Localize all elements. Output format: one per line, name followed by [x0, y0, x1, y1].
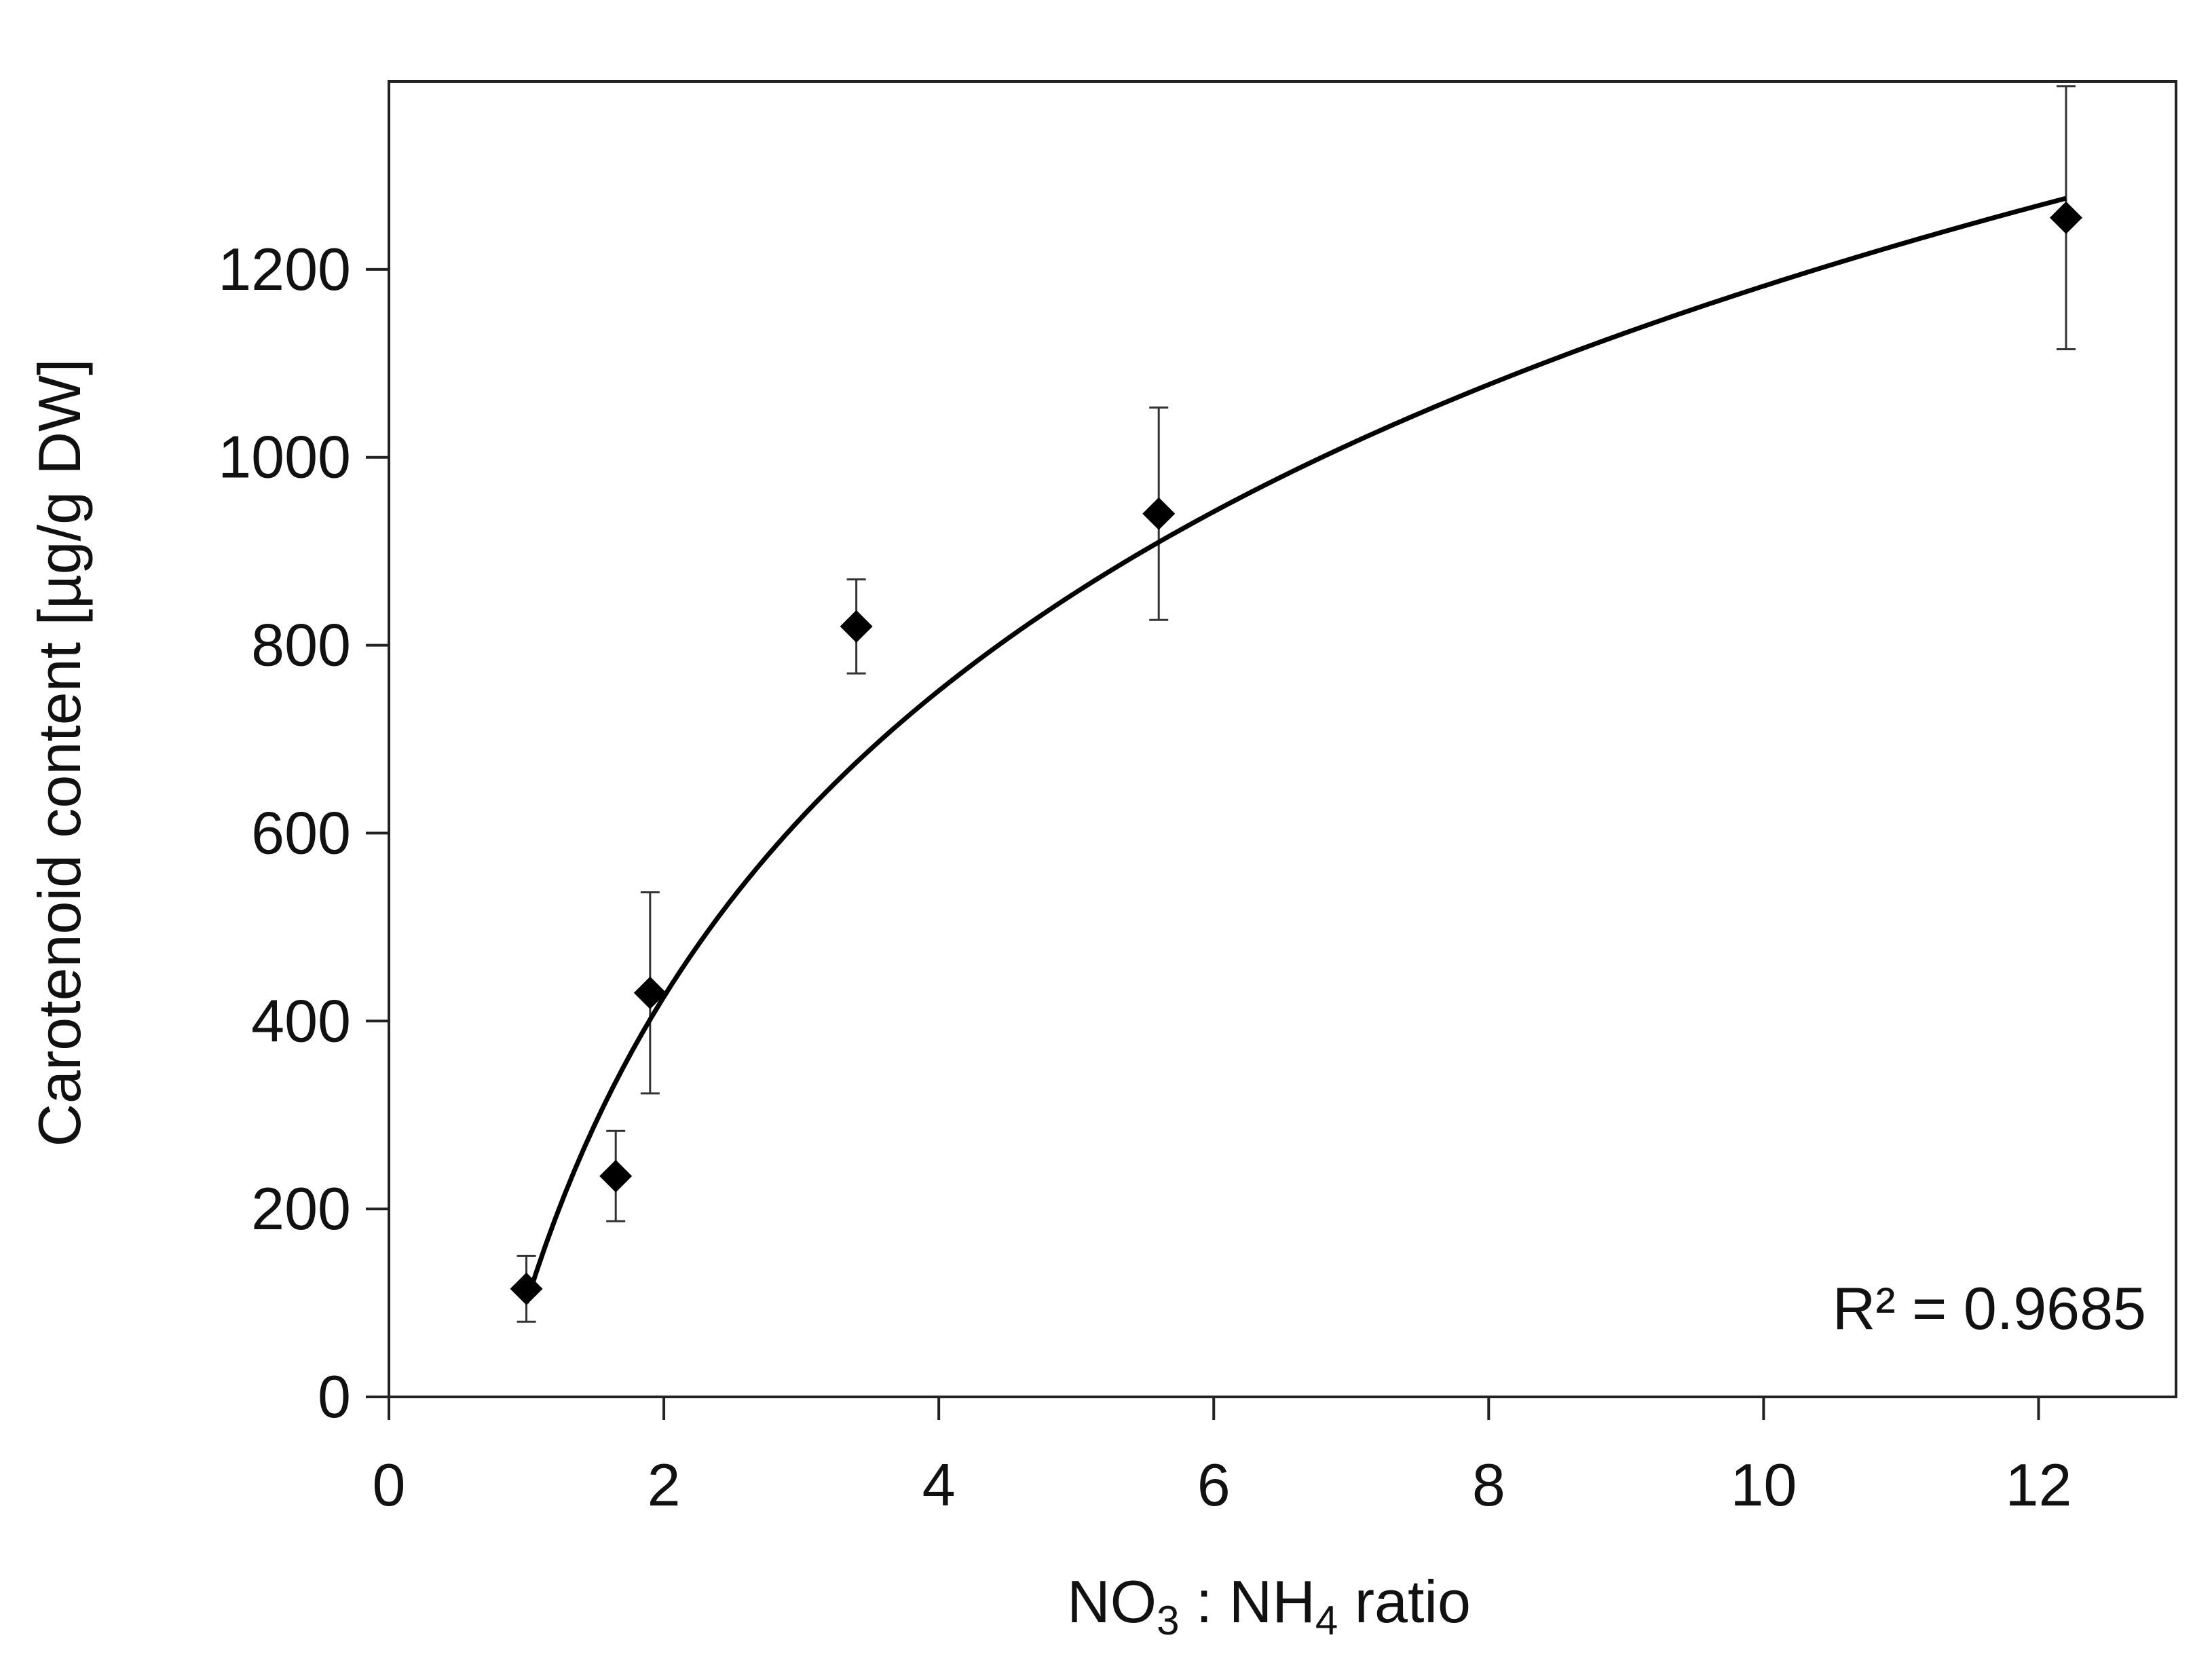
x-axis-title-subscript: 3	[1157, 1598, 1179, 1643]
x-tick-label: 6	[1197, 1451, 1231, 1518]
data-point-marker	[599, 1160, 632, 1193]
error-bars	[517, 86, 2076, 1322]
y-tick-label: 0	[318, 1363, 351, 1430]
plot-frame	[389, 81, 2176, 1397]
x-tick-label: 0	[373, 1451, 406, 1518]
data-point-marker	[1142, 498, 1175, 530]
y-tick-label: 400	[251, 987, 351, 1054]
x-tick-label: 2	[648, 1451, 681, 1518]
y-tick-label: 1200	[218, 236, 351, 303]
data-points	[510, 202, 2082, 1305]
x-axis-title-subscript: 4	[1315, 1598, 1338, 1643]
trendline	[527, 198, 2066, 1303]
r-squared-annotation: R² = 0.9685	[1833, 1275, 2146, 1342]
x-axis-title: NO3 : NH4 ratio	[1067, 1568, 1471, 1643]
y-tick-label: 200	[251, 1175, 351, 1242]
x-tick-label: 8	[1472, 1451, 1505, 1518]
x-tick-label: 12	[2006, 1451, 2072, 1518]
x-axis-title-part: : NH	[1179, 1568, 1315, 1635]
data-point-marker	[840, 610, 873, 643]
axes	[366, 81, 2176, 1420]
y-tick-label: 800	[251, 612, 351, 679]
y-tick-label: 600	[251, 799, 351, 866]
y-axis-title: Carotenoid content [µg/g DW]	[26, 358, 93, 1146]
labels: 0 2 4 6 8 10 12 0 200 400 600 800 1000 1200 Carotenoid…	[26, 236, 2146, 1643]
data-point-marker	[510, 1273, 543, 1305]
x-tick-label: 10	[1730, 1451, 1797, 1518]
data-point-marker	[2050, 202, 2082, 234]
y-tick-label: 1000	[218, 424, 351, 491]
x-axis-title-part: NO	[1067, 1568, 1157, 1635]
x-tick-label: 4	[922, 1451, 956, 1518]
x-axis-title-part: ratio	[1338, 1568, 1471, 1635]
trendline-group	[527, 198, 2066, 1303]
